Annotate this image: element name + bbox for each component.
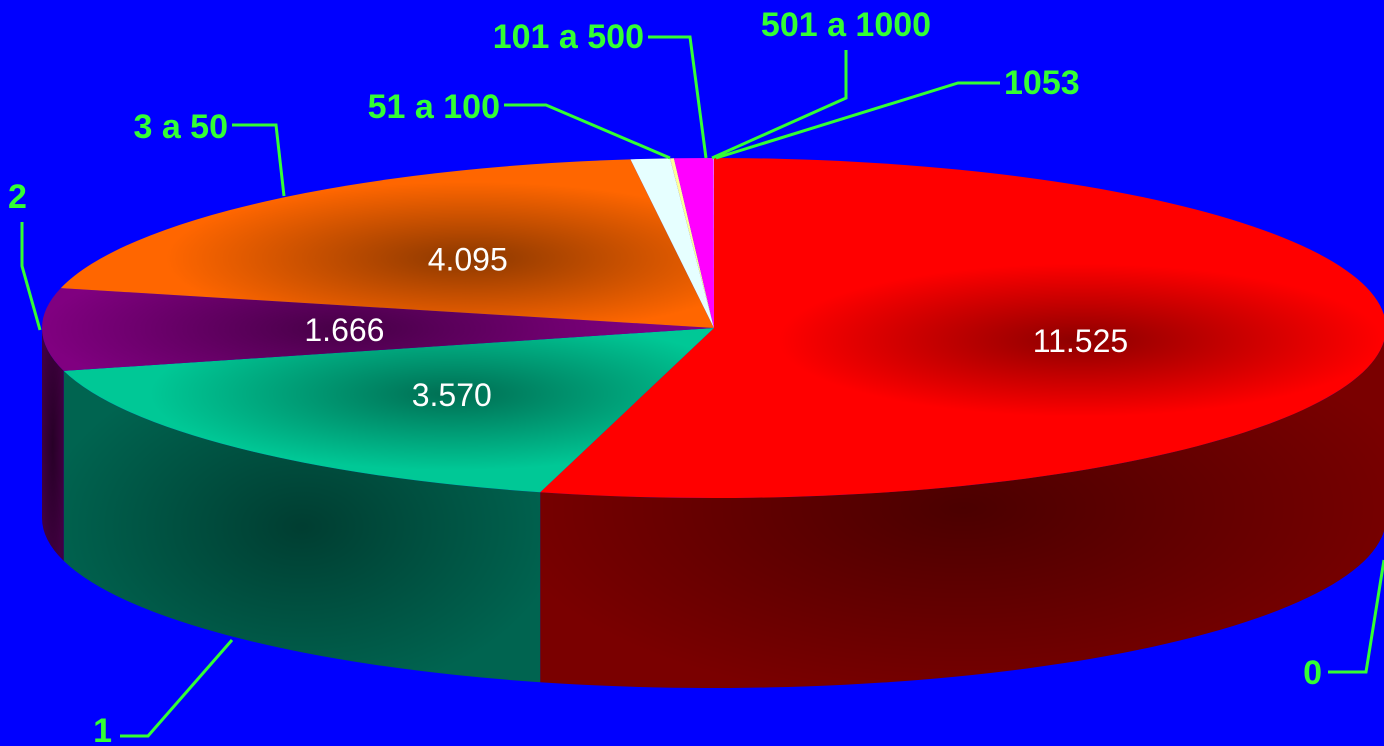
pie-slice-501-a-1000 (673, 158, 714, 328)
pie-slice-shade (540, 158, 1384, 498)
pie-slice-shade (63, 328, 714, 493)
leader-lines (20, 35, 1384, 738)
category-label: 501 a 1000 (761, 6, 931, 44)
value-label: 3.570 (412, 377, 492, 413)
category-label: 2 (8, 178, 27, 216)
leader-line (648, 35, 708, 159)
category-label: 1 (93, 712, 112, 746)
category-label: 51 a 100 (368, 88, 500, 126)
pie-side-shade (540, 340, 1384, 688)
value-label: 4.095 (428, 241, 508, 277)
pie-slice-shade (60, 159, 714, 328)
leader-line (504, 103, 671, 160)
leader-line (232, 123, 286, 197)
category-label: 1053 (1004, 64, 1080, 102)
pie-side-shade (63, 370, 541, 683)
pie-slice-shade (42, 288, 715, 371)
pie-slice-51-a-100 (630, 158, 714, 328)
value-labels: 11.525 3.570 1.666 4.095 (304, 241, 1128, 413)
category-labels: 0 1 2 3 a 50 51 a 100 101 a 500 501 a 1000 1053 (8, 6, 1322, 746)
pie-slice-101-a-500 (669, 158, 714, 328)
pie-side-shade (42, 328, 64, 561)
leader-line (120, 639, 234, 738)
pie-sides (42, 328, 1384, 688)
leader-line (715, 81, 1000, 160)
category-label: 3 a 50 (133, 108, 228, 146)
leader-line (20, 222, 42, 331)
value-label: 1.666 (304, 312, 384, 348)
pie-tops (42, 158, 1384, 498)
value-label: 11.525 (1033, 323, 1129, 359)
leader-line (711, 50, 848, 160)
leader-line (1328, 559, 1384, 674)
category-label: 101 a 500 (493, 18, 644, 56)
category-label: 0 (1303, 654, 1322, 692)
